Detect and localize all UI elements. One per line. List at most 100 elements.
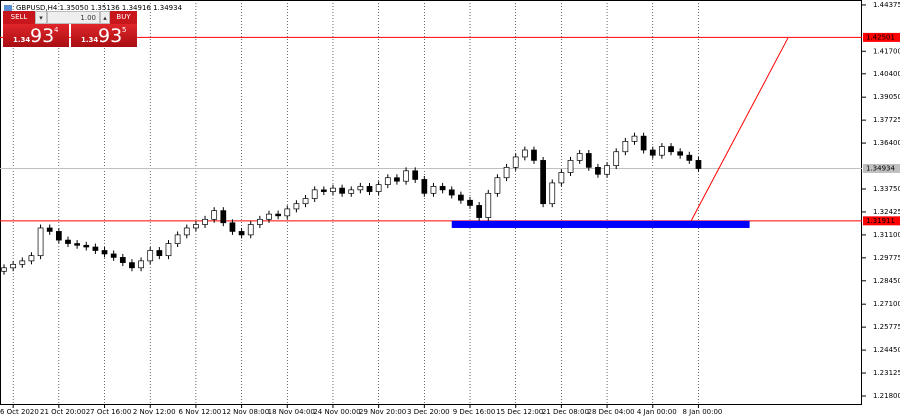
y-tick-label: 1.41700 (873, 47, 900, 55)
candle-body (266, 213, 272, 220)
candle-body (595, 166, 601, 175)
candle-body (631, 135, 638, 142)
candle-body (357, 186, 364, 191)
lot-up[interactable]: ▴ (100, 11, 110, 24)
y-tick-label: 1.27100 (873, 300, 900, 308)
y-tick-label: 1.24450 (873, 346, 900, 354)
price-label-box (863, 163, 900, 173)
candle-body (576, 153, 583, 161)
candle-body (165, 243, 172, 257)
y-tick-label: 1.36400 (873, 139, 900, 147)
candle-body (311, 189, 318, 199)
candle-body (366, 186, 373, 192)
y-tick-label: 1.21800 (873, 392, 900, 400)
chart-title: GBPUSD,H4 1.35050 1.35136 1.34916 1.3493… (16, 4, 183, 12)
candle-body (46, 227, 53, 232)
candle-body (613, 151, 620, 166)
x-tick-label: 29 Nov 20:00 (359, 408, 406, 416)
price-label: 1.31911 (866, 217, 895, 225)
y-tick-label: 1.28450 (873, 277, 900, 285)
candle-body (129, 262, 135, 269)
candle-body (110, 253, 117, 258)
candle-body (238, 231, 245, 236)
candle-body (211, 210, 218, 220)
candle-body (339, 187, 345, 194)
candle-body (649, 149, 656, 156)
candle-body (476, 205, 483, 218)
candle-body (229, 222, 236, 232)
bid-point: 4 (54, 26, 59, 34)
price-label-box (863, 32, 900, 42)
y-tick-label: 1.44375 (873, 1, 900, 9)
x-tick-label: 9 Dec 16:00 (453, 408, 496, 416)
x-tick-label: 24 Nov 00:00 (313, 408, 360, 416)
candle-body (101, 250, 108, 255)
candle-body (19, 260, 26, 265)
y-tick-label: 1.40400 (873, 70, 900, 78)
candle-body (394, 177, 400, 182)
x-tick-label: 15 Dec 12:00 (496, 408, 543, 416)
lot-down[interactable]: ▾ (35, 11, 47, 24)
x-tick-label: 12 Nov 08:00 (222, 408, 269, 416)
trend-line (690, 37, 789, 222)
candle-body (585, 153, 592, 168)
y-tick-label: 1.31100 (873, 231, 900, 239)
y-tick-label: 1.29775 (873, 254, 900, 262)
price-label: 1.42501 (866, 33, 895, 41)
candle-body (485, 192, 492, 218)
candle-body (531, 149, 537, 161)
candle-body (275, 213, 281, 217)
price-label-box (863, 216, 900, 226)
candle-body (421, 179, 428, 194)
candle-body (567, 160, 574, 173)
candle-body (220, 210, 227, 224)
x-tick-label: 3 Dec 20:00 (407, 408, 450, 416)
candle-body (37, 227, 44, 257)
candle-body (193, 224, 199, 229)
candle-body (83, 244, 90, 248)
lot-input[interactable]: 1.00 (47, 11, 100, 24)
buy-button[interactable]: BUY (110, 11, 137, 24)
x-tick-label: 21 Dec 08:00 (542, 408, 589, 416)
candle-body (256, 218, 263, 225)
candle-body (622, 141, 629, 153)
candle-body (156, 250, 163, 257)
candle-body (147, 250, 154, 262)
candle-body (467, 199, 473, 206)
candle-body (695, 160, 702, 169)
candle-body (512, 156, 519, 168)
x-tick-label: 2 Nov 12:00 (133, 408, 176, 416)
ask-quote[interactable]: 1.34 93 5 (71, 24, 137, 47)
bid-big: 1.34 (13, 36, 31, 44)
candle-body (320, 189, 327, 192)
x-tick-label: 28 Dec 04:00 (588, 408, 635, 416)
candle-body (330, 187, 336, 192)
candle-body (138, 260, 144, 269)
sell-button[interactable]: SELL (3, 11, 35, 24)
plot-frame (0, 0, 862, 405)
candle-body (74, 243, 80, 246)
candle-body (348, 189, 355, 194)
candle-body (183, 227, 190, 236)
y-tick-label: 1.25775 (873, 323, 900, 331)
x-tick-label: 8 Jan 00:00 (683, 408, 723, 416)
candle-body (28, 255, 35, 262)
candle-body (55, 231, 62, 241)
candle-body (558, 172, 565, 184)
support-zone (451, 220, 750, 228)
ask-big: 1.34 (81, 36, 99, 44)
candle-body (677, 151, 684, 156)
x-tick-label: 27 Oct 16:00 (86, 408, 132, 416)
candle-body (412, 170, 419, 180)
price-label: 1.34934 (866, 164, 895, 172)
ask-pips: 93 (98, 25, 123, 47)
x-tick-label: 18 Nov 04:00 (268, 408, 315, 416)
y-tick-label: 1.33750 (873, 185, 900, 193)
bid-quote[interactable]: 1.34 93 4 (3, 24, 69, 47)
candle-body (403, 170, 409, 182)
candle-body (284, 208, 291, 217)
x-tick-label: 21 Oct 20:00 (40, 408, 86, 416)
candle-body (302, 198, 309, 205)
y-tick-label: 1.39050 (873, 93, 900, 101)
